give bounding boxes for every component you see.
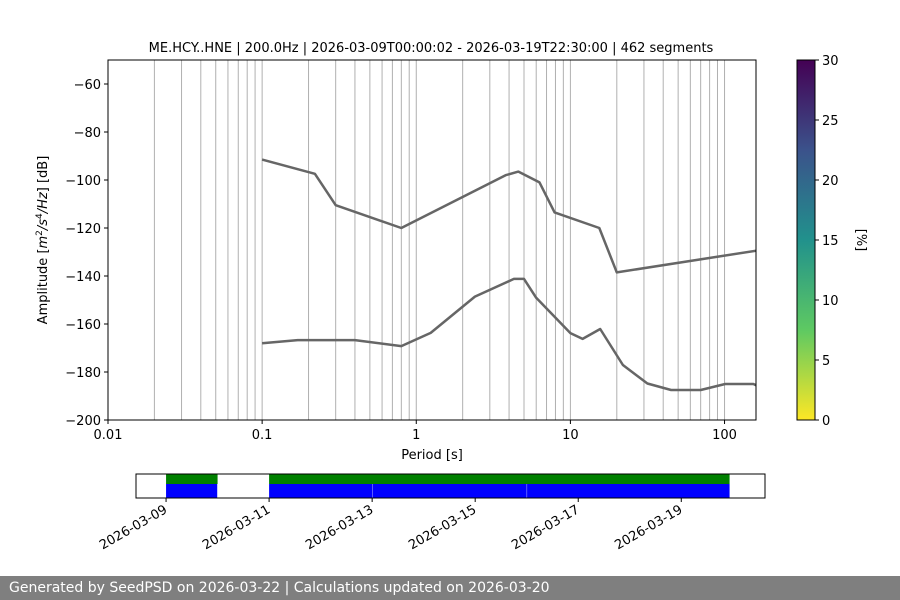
colorbar-tick-label: 20 xyxy=(822,174,839,189)
y-tick-label: −200 xyxy=(65,414,101,429)
colorbar-tick-label: 10 xyxy=(822,294,839,309)
y-label-unit-s: /s xyxy=(36,219,51,231)
psd-coverage-bar xyxy=(166,484,218,498)
timeline-tick-label: 2026-03-11 xyxy=(200,502,273,553)
colorbar xyxy=(796,59,816,421)
psd-coverage-bar xyxy=(269,484,373,498)
y-label-prefix: Amplitude [ xyxy=(36,248,51,324)
plot-frame xyxy=(107,59,757,421)
timeline-tick-label: 2026-03-13 xyxy=(303,502,376,553)
y-tick-label: −160 xyxy=(65,318,101,333)
noise-model-low xyxy=(261,277,756,392)
y-axis: −200 −180 −160 −140 −120 −100 −80 −60 xyxy=(65,78,108,429)
footer-bar: Generated by SeedPSD on 2026-03-22 | Cal… xyxy=(0,576,900,600)
noise-model-lines xyxy=(261,158,756,392)
noise-model-high xyxy=(261,158,756,274)
y-label-unit-exp4: 4 xyxy=(35,213,45,219)
x-tick-label: 1 xyxy=(412,428,420,443)
timeline-axis: 2026-03-09 2026-03-11 2026-03-13 2026-03-15… xyxy=(97,498,685,553)
y-tick-label: −120 xyxy=(65,222,101,237)
x-tick-label: 100 xyxy=(712,428,737,443)
colorbar-tick-label: 0 xyxy=(822,414,830,429)
colorbar-tick-label: 5 xyxy=(822,354,830,369)
colorbar-tick-label: 15 xyxy=(822,234,839,249)
timeline-tick-label: 2026-03-19 xyxy=(612,502,685,553)
colorbar-tick-label: 25 xyxy=(822,114,839,129)
x-axis: 0.01 0.1 1 10 100 xyxy=(94,420,737,443)
colorbar-tick-label: 30 xyxy=(822,54,839,69)
x-tick-label: 0.01 xyxy=(94,428,123,443)
colorbar-label: [%] xyxy=(853,229,868,252)
colorbar-axis: 0 5 10 15 20 25 30 xyxy=(815,54,839,429)
psd-coverage-bar xyxy=(372,484,527,498)
x-tick-label: 0.1 xyxy=(252,428,273,443)
timeline-tick-label: 2026-03-15 xyxy=(406,502,479,553)
timeline-frame xyxy=(135,473,766,499)
x-axis-label: Period [s] xyxy=(401,448,463,463)
y-tick-label: −140 xyxy=(65,270,101,285)
coverage-timeline xyxy=(166,474,730,498)
data-coverage-bar xyxy=(269,474,730,484)
timeline-tick-label: 2026-03-09 xyxy=(97,502,170,553)
y-label-unit-hz: /Hz xyxy=(36,191,51,214)
y-label-suffix: ] [dB] xyxy=(36,156,51,193)
psd-figure: ME.HCY..HNE | 200.0Hz | 2026-03-09T00:00… xyxy=(35,41,868,553)
psd-coverage-bar xyxy=(527,484,730,498)
y-axis-label: Amplitude [m2/s4/Hz] [dB] xyxy=(35,156,51,325)
y-label-unit-m: m xyxy=(36,236,51,249)
y-tick-label: −100 xyxy=(65,174,101,189)
y-label-unit-exp2: 2 xyxy=(35,230,45,236)
y-tick-label: −60 xyxy=(74,78,101,93)
timeline-tick-label: 2026-03-17 xyxy=(509,502,582,553)
period-grid xyxy=(108,60,726,420)
y-tick-label: −180 xyxy=(65,366,101,381)
data-coverage-bar xyxy=(166,474,218,484)
y-tick-label: −80 xyxy=(74,126,101,141)
chart-title: ME.HCY..HNE | 200.0Hz | 2026-03-09T00:00… xyxy=(149,41,714,56)
x-tick-label: 10 xyxy=(562,428,579,443)
